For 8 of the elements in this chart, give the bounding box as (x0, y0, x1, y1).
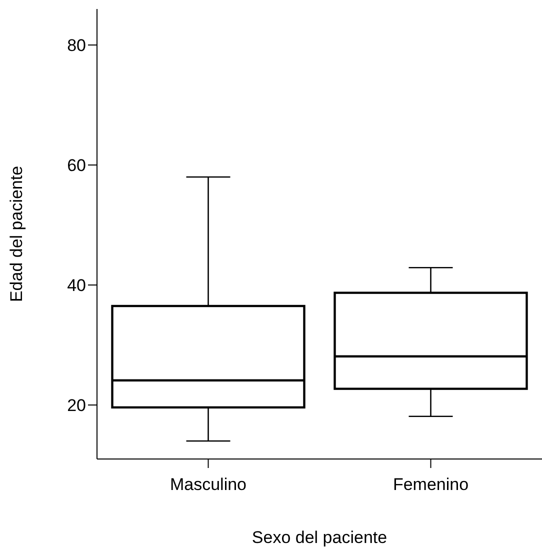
y-axis-title: Edad del paciente (7, 166, 26, 302)
x-tick-label: Masculino (170, 475, 247, 494)
x-tick-label: Femenino (392, 475, 469, 494)
x-axis-title: Sexo del paciente (252, 528, 388, 547)
y-tick-label: 60 (67, 156, 86, 176)
y-tick-label: 40 (67, 276, 86, 296)
y-tick-label: 20 (67, 396, 86, 416)
y-tick-label: 80 (67, 36, 86, 56)
